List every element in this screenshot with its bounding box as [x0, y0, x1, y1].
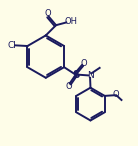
Text: OH: OH: [64, 17, 77, 26]
Text: N: N: [87, 71, 93, 80]
Text: O: O: [45, 9, 51, 18]
Text: O: O: [113, 90, 120, 99]
Text: S: S: [72, 70, 79, 80]
Text: Cl: Cl: [7, 41, 16, 50]
Text: O: O: [81, 59, 87, 68]
Text: O: O: [66, 82, 72, 91]
